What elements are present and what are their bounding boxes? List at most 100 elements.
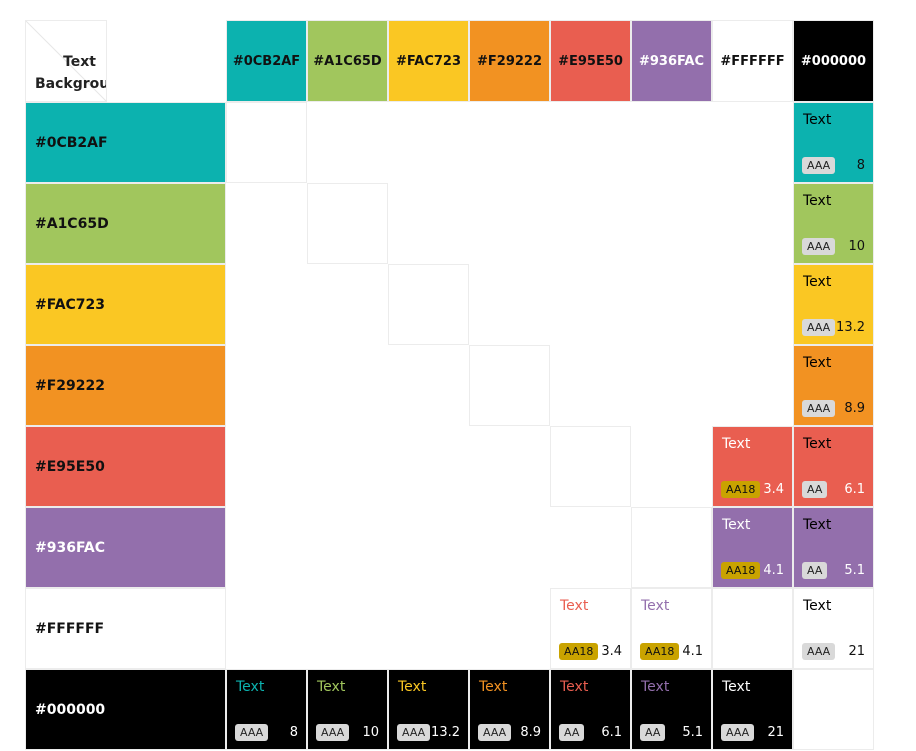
contrast-grid: Text Background #0CB2AF #A1C65D #FAC723 #F2…: [25, 20, 874, 750]
diagonal-empty-cell: [793, 669, 874, 750]
row-header-label: #FFFFFF: [35, 620, 105, 637]
combo-cell-ffffff-e95e50: Text AA18 3.4: [550, 588, 631, 669]
diagonal-empty-cell: [550, 426, 631, 507]
column-header-label: #FFFFFF: [720, 53, 785, 69]
wcag-level-badge: AA: [802, 562, 828, 579]
row-header-f29222: #F29222: [25, 345, 226, 426]
row-header-label: #000000: [35, 701, 106, 718]
column-header-ffffff: #FFFFFF: [712, 20, 793, 102]
sample-text: Text: [803, 436, 832, 452]
row-header-label: #A1C65D: [35, 215, 109, 232]
diagonal-empty-cell: [631, 507, 712, 588]
wcag-level-badge: AAA: [316, 724, 350, 741]
wcag-level-badge: AA18: [559, 643, 599, 660]
wcag-level-badge: AAA: [397, 724, 431, 741]
contrast-ratio: 5.1: [844, 563, 865, 578]
sample-text: Text: [803, 193, 832, 209]
sample-text: Text: [641, 679, 670, 695]
sample-text: Text: [803, 112, 832, 128]
wcag-level-badge: AA: [559, 724, 585, 741]
sample-text: Text: [803, 355, 832, 371]
combo-cell-000000-ffffff: Text AAA 21: [712, 669, 793, 750]
combo-cell-936fac-000000: Text AA 5.1: [793, 507, 874, 588]
wcag-level-badge: AA: [640, 724, 666, 741]
column-header-label: #936FAC: [638, 53, 705, 69]
sample-text: Text: [236, 679, 265, 695]
wcag-level-badge: AAA: [478, 724, 512, 741]
sample-text: Text: [560, 679, 589, 695]
row-header-a1c65d: #A1C65D: [25, 183, 226, 264]
column-header-e95e50: #E95E50: [550, 20, 631, 102]
column-header-fac723: #FAC723: [388, 20, 469, 102]
combo-cell-fac723-000000: Text AAA 13.2: [793, 264, 874, 345]
background-axis-label: Background: [35, 76, 106, 92]
row-header-label: #FAC723: [35, 296, 106, 313]
wcag-level-badge: AAA: [802, 643, 836, 660]
combo-cell-a1c65d-000000: Text AAA 10: [793, 183, 874, 264]
wcag-level-badge: AAA: [721, 724, 755, 741]
contrast-ratio: 6.1: [844, 482, 865, 497]
wcag-level-badge: AAA: [802, 238, 836, 255]
sample-text: Text: [803, 274, 832, 290]
sample-text: Text: [479, 679, 508, 695]
sample-text: Text: [722, 679, 751, 695]
row-header-label: #936FAC: [35, 539, 106, 556]
diagonal-empty-cell: [469, 345, 550, 426]
combo-cell-000000-936fac: Text AA 5.1: [631, 669, 712, 750]
row-header-000000: #000000: [25, 669, 226, 750]
wcag-level-badge: AA18: [721, 481, 761, 498]
wcag-level-badge: AAA: [802, 319, 836, 336]
column-header-label: #A1C65D: [313, 53, 382, 69]
sample-text: Text: [803, 598, 832, 614]
wcag-level-badge: AA: [802, 481, 828, 498]
contrast-ratio: 8: [856, 158, 865, 173]
contrast-ratio: 13.2: [431, 725, 460, 740]
contrast-ratio: 4.1: [763, 563, 784, 578]
diagonal-empty-cell: [388, 264, 469, 345]
wcag-level-badge: AA18: [721, 562, 761, 579]
column-header-label: #FAC723: [395, 53, 462, 69]
contrast-ratio: 8.9: [844, 401, 865, 416]
sample-text: Text: [641, 598, 670, 614]
column-header-0cb2af: #0CB2AF: [226, 20, 307, 102]
column-header-label: #0CB2AF: [232, 53, 301, 69]
contrast-ratio: 4.1: [682, 644, 703, 659]
sample-text: Text: [722, 436, 751, 452]
column-header-label: #000000: [800, 53, 867, 69]
wcag-level-badge: AA18: [640, 643, 680, 660]
combo-cell-000000-a1c65d: Text AAA 10: [307, 669, 388, 750]
row-header-label: #F29222: [35, 377, 105, 394]
diagonal-empty-cell: [226, 102, 307, 183]
sample-text: Text: [398, 679, 427, 695]
combo-cell-000000-e95e50: Text AA 6.1: [550, 669, 631, 750]
row-header-e95e50: #E95E50: [25, 426, 226, 507]
combo-cell-936fac-ffffff: Text AA18 4.1: [712, 507, 793, 588]
column-header-a1c65d: #A1C65D: [307, 20, 388, 102]
diagonal-empty-cell: [307, 183, 388, 264]
contrast-ratio: 10: [848, 239, 865, 254]
contrast-ratio: 8: [289, 725, 298, 740]
sample-text: Text: [560, 598, 589, 614]
column-header-label: #E95E50: [558, 53, 623, 69]
contrast-ratio: 3.4: [601, 644, 622, 659]
text-axis-label: Text: [63, 54, 96, 70]
row-header-label: #E95E50: [35, 458, 105, 475]
combo-cell-f29222-000000: Text AAA 8.9: [793, 345, 874, 426]
column-header-f29222: #F29222: [469, 20, 550, 102]
row-header-label: #0CB2AF: [35, 134, 108, 151]
contrast-ratio: 21: [767, 725, 784, 740]
sample-text: Text: [803, 517, 832, 533]
column-header-936fac: #936FAC: [631, 20, 712, 102]
combo-cell-e95e50-ffffff: Text AA18 3.4: [712, 426, 793, 507]
column-header-label: #F29222: [477, 53, 542, 69]
combo-cell-ffffff-000000: Text AAA 21: [793, 588, 874, 669]
contrast-ratio: 10: [362, 725, 379, 740]
row-header-ffffff: #FFFFFF: [25, 588, 226, 669]
sample-text: Text: [317, 679, 346, 695]
contrast-ratio: 6.1: [601, 725, 622, 740]
row-header-936fac: #936FAC: [25, 507, 226, 588]
row-header-fac723: #FAC723: [25, 264, 226, 345]
contrast-ratio: 3.4: [763, 482, 784, 497]
column-header-000000: #000000: [793, 20, 874, 102]
combo-cell-000000-fac723: Text AAA 13.2: [388, 669, 469, 750]
